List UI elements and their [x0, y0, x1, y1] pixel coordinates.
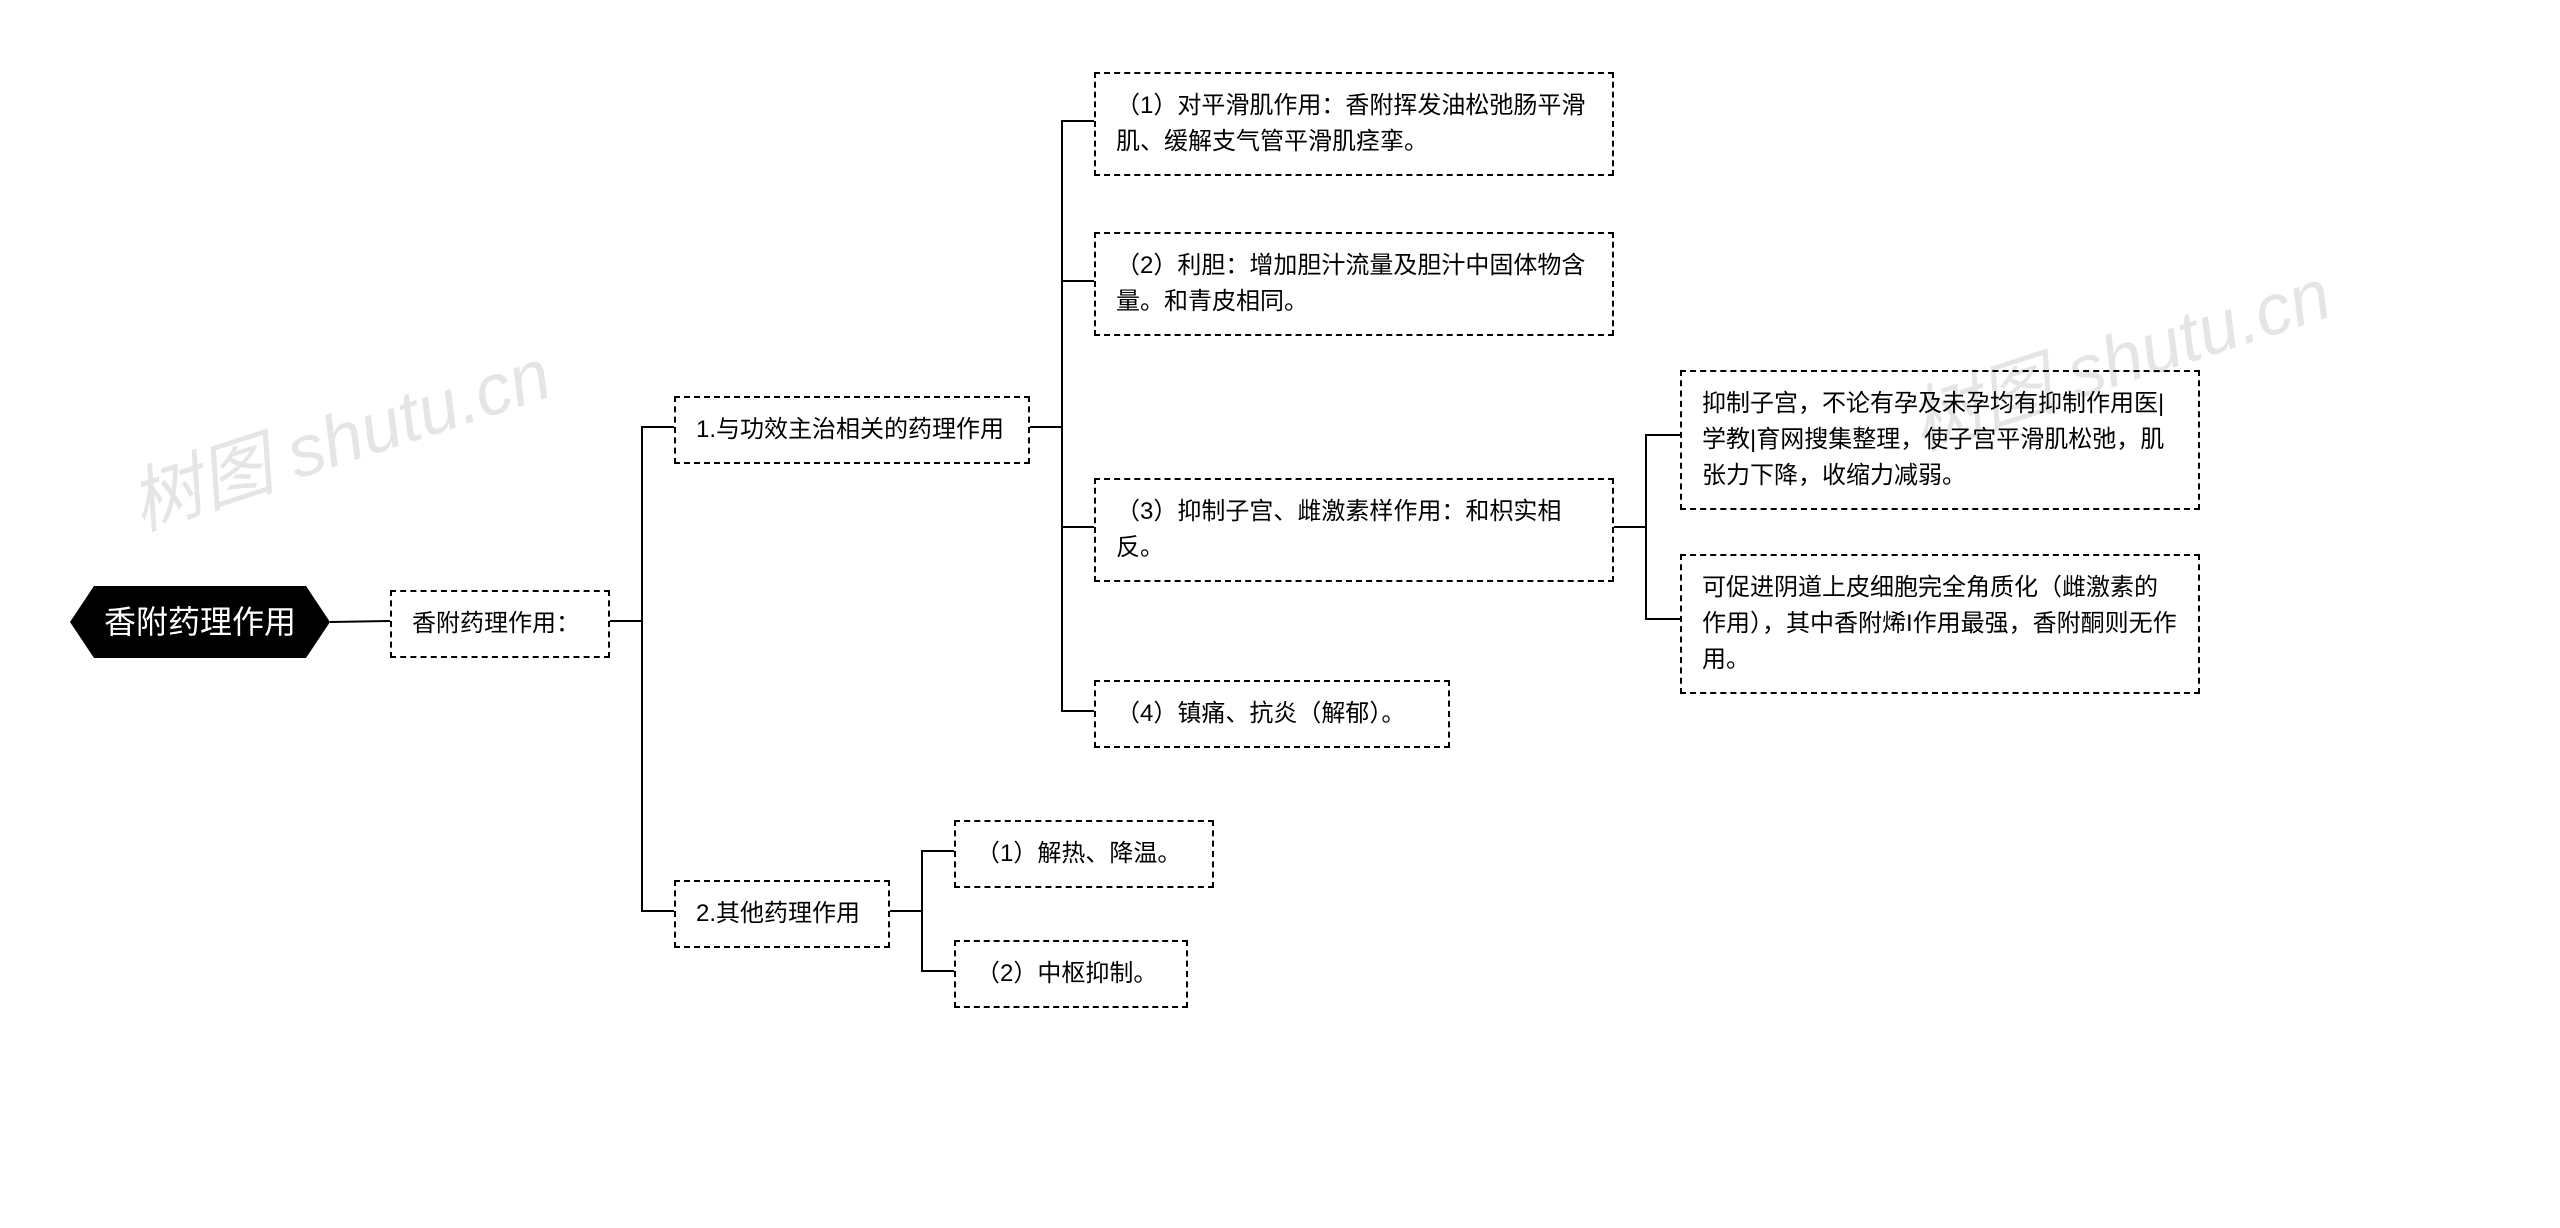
root-label: 香附药理作用	[104, 598, 296, 646]
level3b-node-0: （1）解热、降温。	[954, 820, 1214, 888]
level2-label-1: 2.其他药理作用	[696, 896, 860, 932]
level3a-node-2: （3）抑制子宫、雌激素样作用：和枳实相反。	[1094, 478, 1614, 582]
watermark-1: 树图 shutu.cn	[114, 315, 561, 550]
level3b-label-0: （1）解热、降温。	[976, 836, 1181, 872]
level1-label: 香附药理作用：	[412, 606, 580, 642]
level1-node: 香附药理作用：	[390, 590, 610, 658]
level4-node-0: 抑制子宫，不论有孕及未孕均有抑制作用医|学教|育网搜集整理，使子宫平滑肌松弛，肌…	[1680, 370, 2200, 510]
level2-node-0: 1.与功效主治相关的药理作用	[674, 396, 1030, 464]
level2-label-0: 1.与功效主治相关的药理作用	[696, 412, 1004, 448]
level3a-node-3: （4）镇痛、抗炎（解郁）。	[1094, 680, 1450, 748]
level4-node-1: 可促进阴道上皮细胞完全角质化（雌激素的作用），其中香附烯I作用最强，香附酮则无作…	[1680, 554, 2200, 694]
level4-label-0: 抑制子宫，不论有孕及未孕均有抑制作用医|学教|育网搜集整理，使子宫平滑肌松弛，肌…	[1702, 386, 2178, 494]
level3a-node-1: （2）利胆：增加胆汁流量及胆汁中固体物含量。和青皮相同。	[1094, 232, 1614, 336]
root-node: 香附药理作用	[70, 586, 330, 658]
level3a-label-0: （1）对平滑肌作用：香附挥发油松弛肠平滑肌、缓解支气管平滑肌痉挛。	[1116, 88, 1592, 160]
level3a-node-0: （1）对平滑肌作用：香附挥发油松弛肠平滑肌、缓解支气管平滑肌痉挛。	[1094, 72, 1614, 176]
level3a-label-3: （4）镇痛、抗炎（解郁）。	[1116, 696, 1405, 732]
level3a-label-2: （3）抑制子宫、雌激素样作用：和枳实相反。	[1116, 494, 1592, 566]
level3a-label-1: （2）利胆：增加胆汁流量及胆汁中固体物含量。和青皮相同。	[1116, 248, 1592, 320]
level3b-node-1: （2）中枢抑制。	[954, 940, 1188, 1008]
level3b-label-1: （2）中枢抑制。	[976, 956, 1157, 992]
level4-label-1: 可促进阴道上皮细胞完全角质化（雌激素的作用），其中香附烯I作用最强，香附酮则无作…	[1702, 570, 2178, 678]
level2-node-1: 2.其他药理作用	[674, 880, 890, 948]
